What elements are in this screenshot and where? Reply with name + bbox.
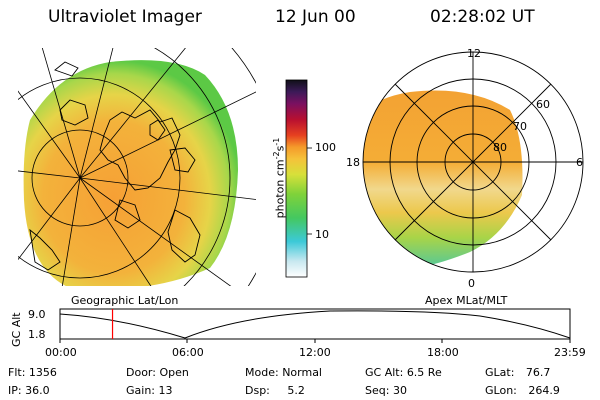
- glon-label: GLon:: [485, 384, 517, 397]
- colorbar-unit-label: photon cm-2s-1: [272, 108, 287, 248]
- unit-exp-2: -1: [272, 137, 281, 146]
- gc-alt-status: GC Alt: 6.5 Re: [365, 366, 442, 379]
- gain-value: 13: [158, 384, 173, 397]
- glat-status: GLat: 76.7: [485, 366, 550, 379]
- mlt-label-18: 18: [346, 156, 360, 169]
- left-panel-caption: Geographic Lat/Lon: [71, 294, 179, 307]
- flt-value: 1356: [28, 366, 57, 379]
- gcalt-value: 6.5 Re: [406, 366, 442, 379]
- colorbar: [285, 79, 312, 278]
- gain-status: Gain: 13: [126, 384, 173, 397]
- altitude-x-tick-1: 06:00: [172, 346, 204, 359]
- app-title: Ultraviolet Imager: [48, 7, 202, 27]
- altitude-x-tick-3: 18:00: [427, 346, 459, 359]
- dsp-value: 5.2: [287, 384, 305, 397]
- glon-status: GLon: 264.9: [485, 384, 560, 397]
- colorbar-tick-10: 10: [315, 228, 329, 241]
- geographic-map: [18, 48, 256, 286]
- unit-base: photon cm: [273, 159, 287, 219]
- flt-label: Flt:: [8, 366, 26, 379]
- colorbar-tick-100: 100: [315, 141, 336, 154]
- altitude-x-tick-0: 00:00: [45, 346, 77, 359]
- door-status: Door: Open: [126, 366, 189, 379]
- mode-value: Normal: [282, 366, 322, 379]
- ip-label: IP:: [8, 384, 22, 397]
- gcalt-label: GC Alt:: [365, 366, 404, 379]
- altitude-strip: [59, 308, 571, 343]
- altitude-x-tick-2: 12:00: [299, 346, 331, 359]
- mlat-label-70: 70: [513, 120, 527, 133]
- mlat-mlt-plot: [363, 90, 523, 270]
- unit-mid: s: [273, 145, 287, 152]
- unit-exp-1: -2: [272, 151, 281, 160]
- altitude-y-top: 9.0: [28, 308, 46, 321]
- gain-label: Gain:: [126, 384, 155, 397]
- seq-status: Seq: 30: [365, 384, 407, 397]
- altitude-ylabel: GC Alt: [10, 312, 23, 347]
- mlat-label-60: 60: [536, 98, 550, 111]
- glat-value: 76.7: [525, 366, 551, 379]
- mode-label: Mode:: [245, 366, 279, 379]
- dsp-status: Dsp: 5.2: [245, 384, 305, 397]
- altitude-x-tick-4: 23:59: [554, 346, 586, 359]
- time-label: 02:28:02 UT: [430, 7, 535, 27]
- door-label: Door:: [126, 366, 156, 379]
- mlt-label-0: 0: [468, 277, 475, 290]
- glon-value: 264.9: [528, 384, 560, 397]
- door-value: Open: [159, 366, 189, 379]
- polar-grid: [362, 51, 584, 273]
- glat-label: GLat:: [485, 366, 515, 379]
- dsp-label: Dsp:: [245, 384, 270, 397]
- right-panel-caption: Apex MLat/MLT: [425, 294, 508, 307]
- altitude-y-bottom: 1.8: [28, 328, 46, 341]
- mlt-label-6: 6: [576, 156, 583, 169]
- ip-value: 36.0: [25, 384, 50, 397]
- mode-status: Mode: Normal: [245, 366, 322, 379]
- mlt-label-12: 12: [467, 47, 481, 60]
- seq-label: Seq:: [365, 384, 390, 397]
- flight-status: Flt: 1356: [8, 366, 57, 379]
- seq-value: 30: [392, 384, 407, 397]
- mlat-label-80: 80: [493, 141, 507, 154]
- date-label: 12 Jun 00: [275, 7, 356, 27]
- ip-status: IP: 36.0: [8, 384, 50, 397]
